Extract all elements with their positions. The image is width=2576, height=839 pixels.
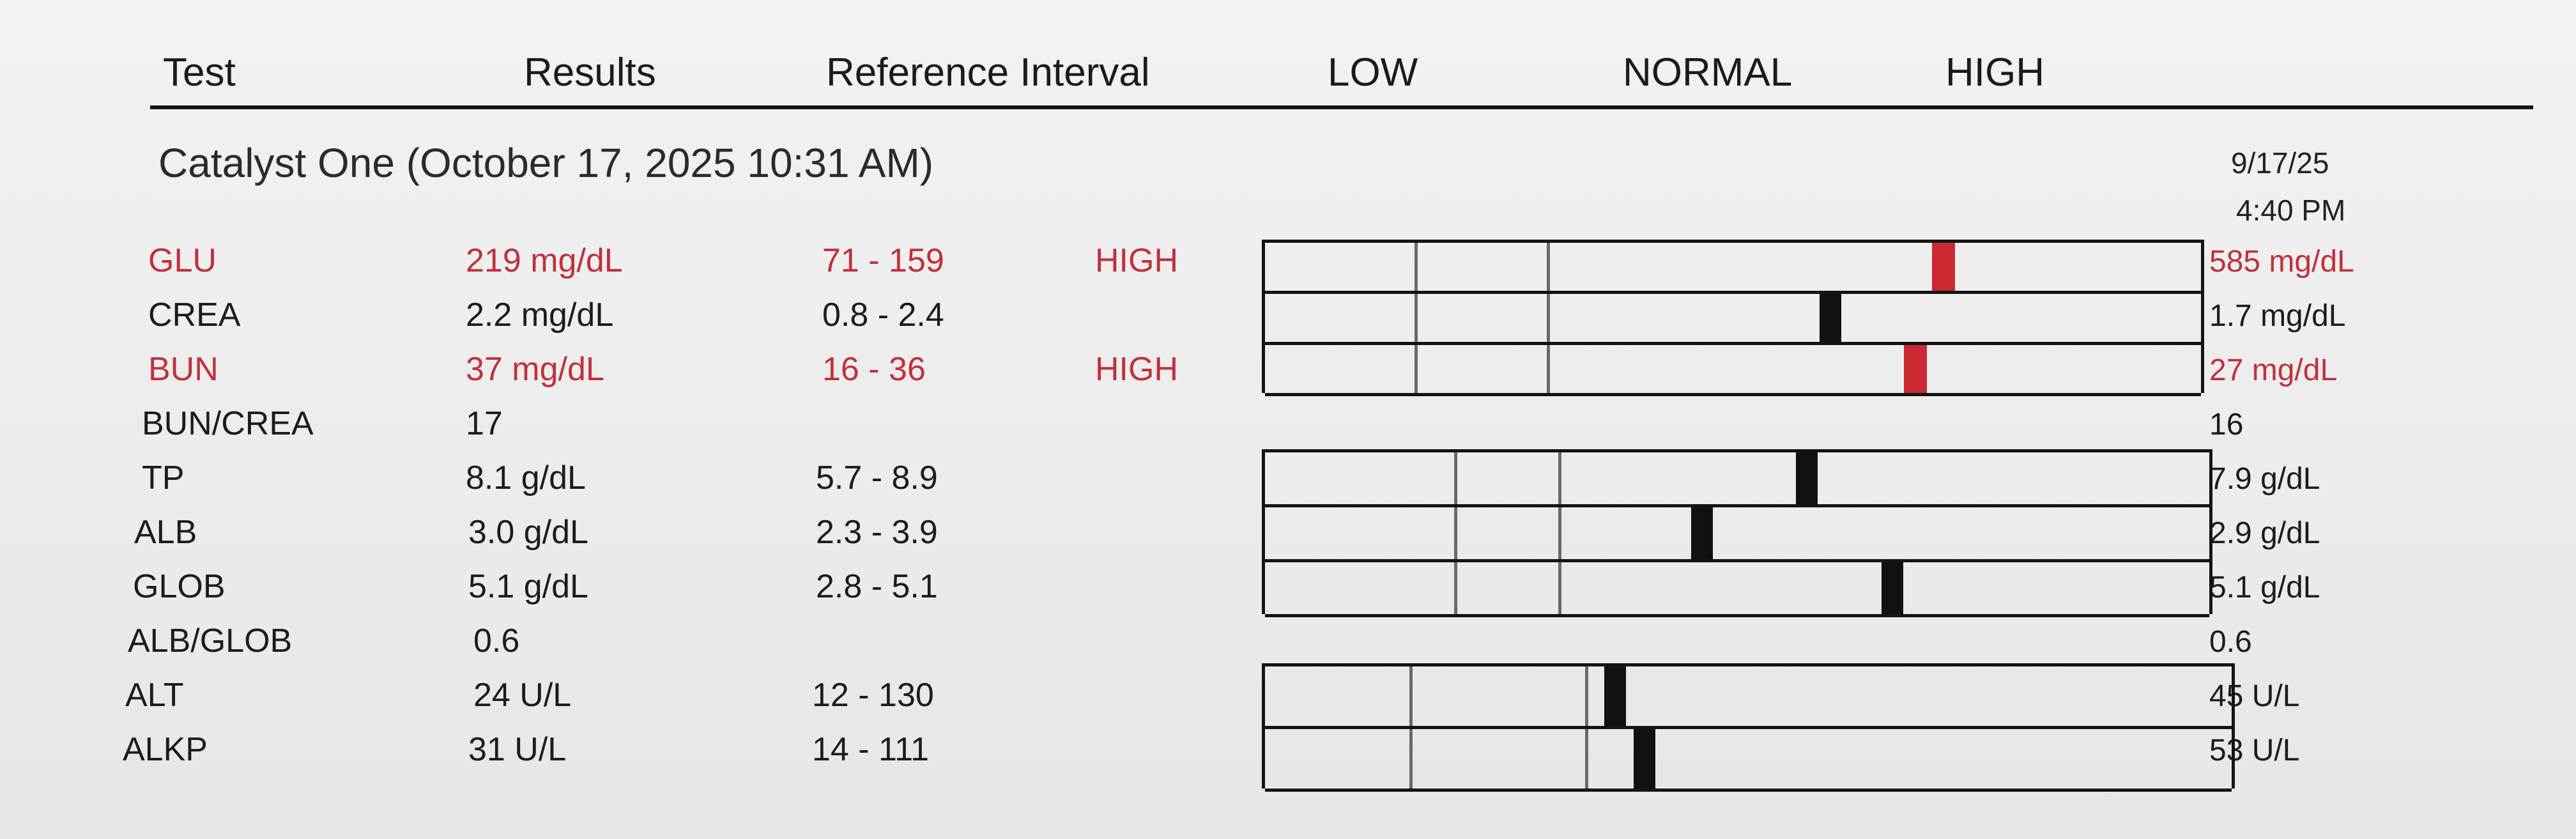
test-name: GLU xyxy=(148,242,217,279)
low-normal-divider xyxy=(1409,729,1413,789)
normal-high-divider xyxy=(1584,729,1588,789)
test-result: 31 U/L xyxy=(468,731,567,768)
result-flag: HIGH xyxy=(1095,351,1178,388)
header-reference-interval: Reference Interval xyxy=(826,50,1150,95)
header-results: Results xyxy=(524,50,656,95)
result-marker xyxy=(1691,507,1713,559)
low-normal-divider xyxy=(1414,294,1418,342)
previous-run-time: 4:40 PM xyxy=(2236,194,2346,227)
test-result: 5.1 g/dL xyxy=(468,568,588,605)
reference-interval: 2.8 - 5.1 xyxy=(816,568,938,605)
low-normal-divider xyxy=(1414,243,1418,291)
header-rule xyxy=(150,105,2533,109)
range-bar xyxy=(1265,507,2209,562)
previous-result: 16 xyxy=(2209,408,2244,442)
normal-high-divider xyxy=(1584,666,1588,726)
test-result: 3.0 g/dL xyxy=(468,514,588,551)
result-marker xyxy=(1796,452,1818,504)
previous-result: 45 U/L xyxy=(2209,679,2300,713)
test-name: BUN/CREA xyxy=(142,405,314,442)
test-result: 37 mg/dL xyxy=(466,351,604,388)
reference-interval: 0.8 - 2.4 xyxy=(822,296,944,334)
header-high: HIGH xyxy=(1945,50,2044,95)
header-low: LOW xyxy=(1328,50,1418,95)
range-bar xyxy=(1265,345,2201,396)
previous-result: 1.7 mg/dL xyxy=(2209,299,2346,333)
range-bar xyxy=(1265,562,2209,617)
result-marker xyxy=(1820,294,1841,342)
test-name: ALB xyxy=(134,514,197,551)
previous-result: 2.9 g/dL xyxy=(2209,516,2320,550)
normal-high-divider xyxy=(1546,243,1550,291)
reference-interval: 5.7 - 8.9 xyxy=(816,459,938,496)
test-result: 0.6 xyxy=(473,622,520,659)
reference-interval: 14 - 111 xyxy=(812,731,930,768)
normal-high-divider xyxy=(1546,345,1550,393)
range-bar xyxy=(1265,452,2209,507)
header-normal: NORMAL xyxy=(1623,50,1793,95)
normal-high-divider xyxy=(1558,452,1562,504)
result-marker xyxy=(1882,562,1904,614)
low-normal-divider xyxy=(1409,666,1413,726)
range-bar-group xyxy=(1262,449,2212,617)
test-name: ALT xyxy=(125,677,184,714)
run-title: Catalyst One (October 17, 2025 10:31 AM) xyxy=(158,140,934,186)
range-bar-group xyxy=(1262,663,2235,792)
test-result: 8.1 g/dL xyxy=(466,459,586,496)
previous-run-date: 9/17/25 xyxy=(2231,146,2329,180)
test-name: ALB/GLOB xyxy=(128,622,293,659)
test-result: 2.2 mg/dL xyxy=(466,296,614,334)
test-result: 17 xyxy=(466,405,503,442)
previous-result: 5.1 g/dL xyxy=(2209,571,2320,604)
test-name: GLOB xyxy=(133,568,226,605)
result-marker-high xyxy=(1903,345,1927,393)
previous-result: 7.9 g/dL xyxy=(2209,462,2320,496)
result-flag: HIGH xyxy=(1095,242,1178,279)
result-marker-high xyxy=(1932,243,1955,291)
test-name: ALKP xyxy=(123,731,208,768)
range-bar-group xyxy=(1262,240,2204,396)
test-name: CREA xyxy=(148,296,241,334)
test-name: BUN xyxy=(148,351,218,388)
normal-high-divider xyxy=(1558,507,1562,559)
previous-result: 0.6 xyxy=(2209,625,2252,659)
test-name: TP xyxy=(142,459,185,496)
range-bar xyxy=(1265,243,2201,294)
low-normal-divider xyxy=(1453,452,1457,504)
normal-high-divider xyxy=(1546,294,1550,342)
previous-result: 585 mg/dL xyxy=(2209,245,2354,279)
previous-result: 27 mg/dL xyxy=(2209,353,2338,387)
reference-interval: 12 - 130 xyxy=(812,677,934,714)
normal-high-divider xyxy=(1558,562,1562,614)
range-bar xyxy=(1265,729,2232,792)
reference-interval: 16 - 36 xyxy=(822,351,926,388)
low-normal-divider xyxy=(1414,345,1418,393)
test-result: 219 mg/dL xyxy=(466,242,623,279)
low-normal-divider xyxy=(1453,562,1457,614)
test-result: 24 U/L xyxy=(473,677,572,714)
reference-interval: 2.3 - 3.9 xyxy=(816,514,938,551)
header-test: Test xyxy=(163,50,236,95)
previous-result: 53 U/L xyxy=(2209,734,2300,767)
low-normal-divider xyxy=(1453,507,1457,559)
range-bar xyxy=(1265,666,2232,729)
result-marker xyxy=(1633,729,1655,789)
range-bar xyxy=(1265,294,2201,345)
result-marker xyxy=(1604,666,1627,726)
reference-interval: 71 - 159 xyxy=(822,242,944,279)
